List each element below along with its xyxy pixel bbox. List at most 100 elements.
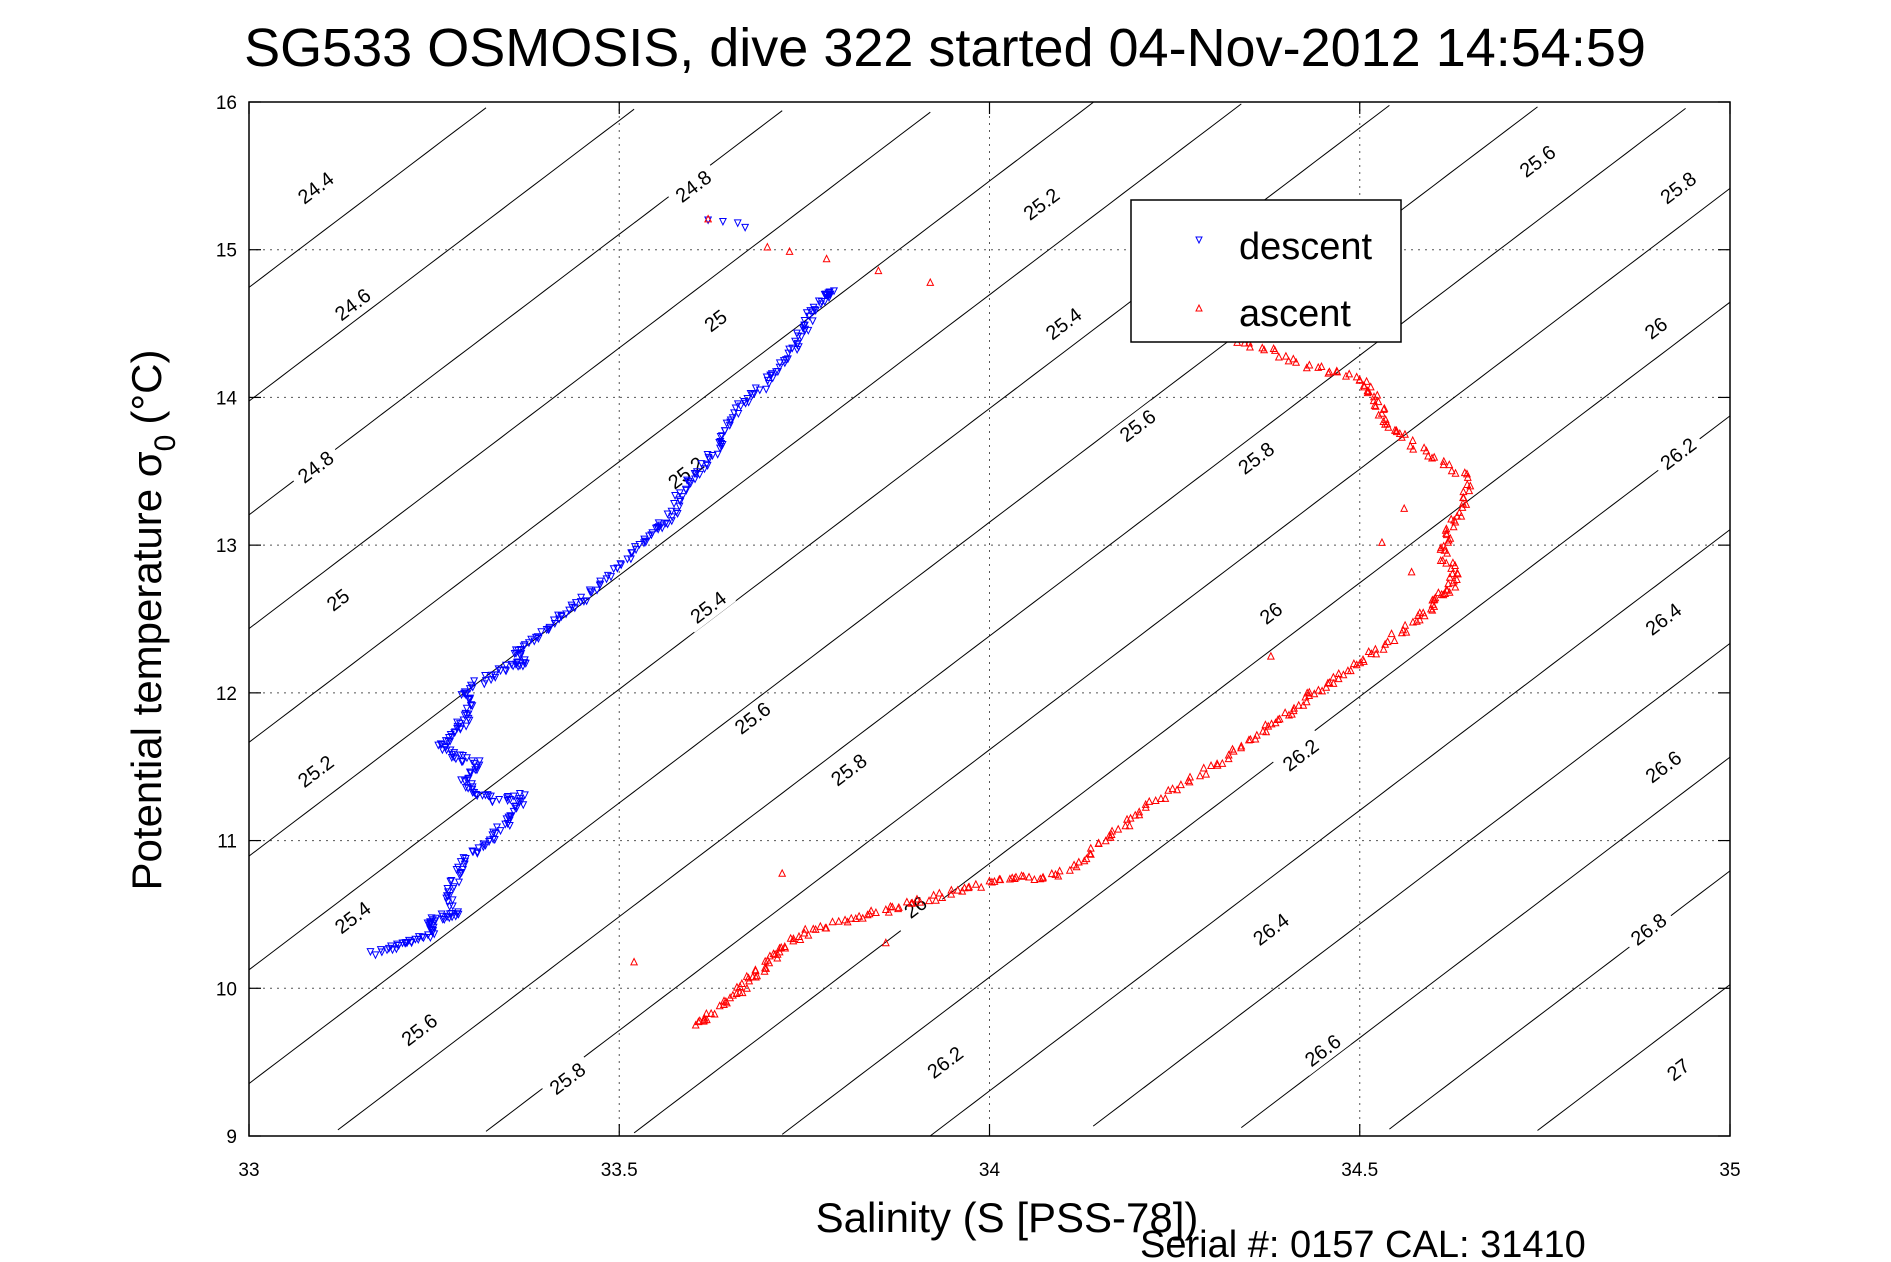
- ascent-point: [1363, 386, 1372, 395]
- descent-point: [467, 701, 476, 710]
- ascent-point: [1451, 468, 1460, 477]
- descent-point: [423, 931, 433, 940]
- y-tick-label: 9: [226, 1127, 237, 1148]
- descent-point: [387, 942, 396, 951]
- descent-point: [488, 797, 497, 806]
- ascent-point: [1114, 824, 1123, 833]
- ascent-point: [1252, 730, 1261, 739]
- ascent-point: [775, 947, 784, 956]
- contour-label-bg: [324, 279, 381, 330]
- ascent-point: [773, 953, 782, 962]
- ascent-point: [1055, 866, 1064, 875]
- ascent-point: [1458, 498, 1467, 507]
- legend: descent ascent: [1130, 199, 1402, 343]
- x-tick-label: 34: [979, 1160, 1001, 1181]
- ascent-point: [1419, 608, 1428, 617]
- descent-point: [466, 681, 475, 690]
- ascent-point: [1406, 441, 1415, 450]
- contour-label-bg: [287, 745, 344, 797]
- descent-point: [461, 783, 470, 792]
- ascent-point: [1448, 569, 1457, 578]
- contour-label-bg: [1635, 741, 1692, 792]
- descent-point: [464, 775, 473, 784]
- ascent-point: [1442, 524, 1451, 533]
- descent-point: [394, 941, 403, 950]
- ascent-point: [1245, 342, 1254, 351]
- descent-point: [728, 414, 737, 423]
- descent-point: [437, 910, 446, 919]
- ascent-point: [1453, 511, 1462, 520]
- descent-point: [519, 642, 528, 651]
- ascent-point: [769, 949, 778, 958]
- data-points: [366, 214, 1475, 1029]
- ascent-point: [1186, 772, 1195, 781]
- descent-point: [451, 728, 460, 737]
- ascent-point: [732, 989, 741, 998]
- ascent-point: [1345, 369, 1354, 378]
- ascent-point: [1266, 651, 1275, 660]
- descent-point: [734, 410, 743, 419]
- ascent-point: [1151, 795, 1160, 804]
- descent-point: [582, 597, 591, 606]
- descent-point: [383, 946, 392, 955]
- ascent-point: [763, 242, 772, 251]
- ascent-point: [1310, 689, 1319, 698]
- descent-point: [767, 370, 776, 379]
- ascent-point: [1430, 452, 1439, 461]
- sigma-contour-line: [1537, 984, 1731, 1131]
- descent-point: [703, 451, 712, 460]
- descent-point: [490, 836, 499, 845]
- descent-point: [445, 902, 454, 911]
- descent-point: [403, 939, 412, 948]
- contour-label-bg: [287, 162, 344, 213]
- ascent-point: [816, 921, 825, 930]
- descent-point: [460, 860, 469, 869]
- ascent-point: [1261, 720, 1270, 729]
- descent-point: [455, 878, 464, 887]
- ascent-point: [1289, 354, 1298, 363]
- descent-point: [475, 761, 484, 770]
- descent-point: [407, 938, 416, 947]
- descent-point: [663, 520, 672, 529]
- ascent-point: [867, 906, 876, 915]
- grid: [249, 102, 1730, 1136]
- descent-point: [519, 801, 528, 810]
- ascent-point: [822, 254, 831, 263]
- ascent-point: [1199, 763, 1208, 772]
- ascent-point: [912, 894, 922, 903]
- ascent-point: [742, 971, 751, 980]
- descent-point: [520, 659, 529, 668]
- contour-label-bg: [724, 692, 781, 744]
- ascent-point: [1275, 714, 1284, 723]
- descent-point: [467, 780, 476, 789]
- sigma-contour-line: [248, 107, 487, 288]
- ascent-point: [800, 928, 809, 937]
- ascent-point: [1466, 481, 1475, 490]
- descent-point: [702, 460, 711, 469]
- descent-point: [401, 939, 410, 948]
- ascent-point: [1228, 744, 1237, 753]
- descent-point: [515, 790, 524, 799]
- descent-point: [456, 870, 465, 879]
- descent-point: [491, 673, 500, 682]
- ascent-point: [1161, 793, 1170, 802]
- descent-point: [743, 395, 752, 404]
- descent-point: [486, 792, 495, 801]
- descent-point: [485, 836, 494, 845]
- ascent-point: [1325, 678, 1334, 687]
- ascent-point: [1224, 750, 1233, 759]
- descent-point: [609, 565, 618, 574]
- ascent-point: [1274, 352, 1283, 361]
- ascent-point: [1381, 415, 1390, 424]
- descent-point: [788, 344, 797, 353]
- ascent-point: [1264, 721, 1273, 730]
- contour-label-bg: [309, 574, 366, 626]
- descent-point: [453, 718, 462, 727]
- ascent-point: [1449, 522, 1458, 531]
- descent-point: [466, 768, 475, 777]
- ascent-point: [1370, 392, 1379, 401]
- ascent-point: [1030, 874, 1039, 883]
- descent-point: [782, 356, 791, 365]
- contour-label-bg: [1650, 1044, 1707, 1095]
- ascent-point: [863, 910, 872, 919]
